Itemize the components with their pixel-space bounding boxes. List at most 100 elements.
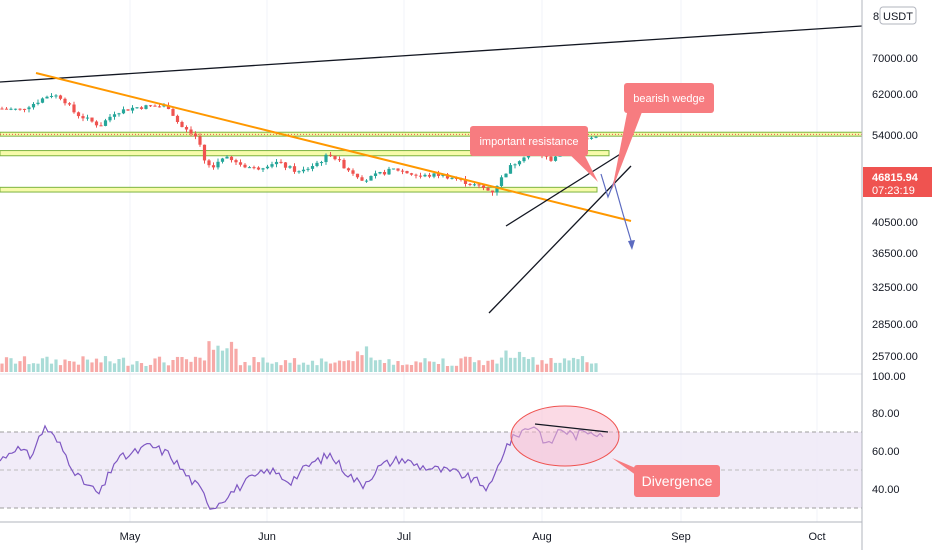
volume-bar [216,345,220,372]
candle [301,166,306,174]
bar-countdown: 07:23:19 [872,185,915,197]
current-price-value: 46815.94 [872,172,919,184]
volume-bar [36,363,40,372]
candle [198,133,202,147]
volume-bar [463,356,468,372]
callout-divergence-text: Divergence [642,473,713,489]
volume-bar [198,357,202,372]
wedge-upper-line[interactable] [505,152,623,227]
volume-bar [103,356,108,372]
price-axis[interactable]: 8( USDT 70000.00 62000.00 54000.00 46815… [863,6,932,363]
volume-bar [40,358,45,372]
volume-bar [427,361,432,372]
candle [405,170,409,174]
candle [108,113,112,123]
price-tick: 54000.00 [872,130,918,142]
volume-bar [387,359,391,372]
volume-bar [117,359,121,372]
candle [63,97,67,106]
volume-bar [162,362,166,372]
candle [387,166,391,175]
volume-bar [369,357,373,372]
volume-bar [0,363,4,372]
currency-badge-label: USDT [883,11,913,23]
volume-bar [324,361,328,372]
candle [315,160,319,168]
rsi-axis[interactable]: 100.00 80.00 60.00 40.00 [872,371,906,496]
volume-bar [49,363,54,372]
callout-divergence[interactable]: Divergence [612,458,720,497]
support-zone[interactable] [0,150,610,157]
candle [283,161,288,171]
candle [256,166,261,171]
volume-bar [418,362,423,372]
candle [364,179,369,183]
volume-bar [373,360,378,372]
rsi-tick: 60.00 [872,446,900,458]
volume-bar [319,358,324,372]
candle [207,159,211,168]
divergence-line[interactable] [534,423,609,433]
volume-bar [405,364,409,372]
callout-important-resistance[interactable]: important resistance [470,126,598,182]
volume-bar [220,350,225,372]
volume-bar [306,364,310,372]
current-price-label [863,167,932,197]
volume-bar [4,357,9,372]
candle [40,97,45,104]
candle [468,182,472,187]
candle [0,106,4,110]
rsi-tick: 80.00 [872,408,900,420]
candle [18,108,22,111]
volume-bar [31,363,36,372]
candle [90,117,94,123]
long-term-trendline[interactable] [0,25,863,83]
volume-bar [396,361,400,372]
candle [477,183,481,189]
candle [45,95,49,99]
volume-bar [544,363,549,372]
candle [22,108,27,113]
price-tick: 62000.00 [872,89,918,101]
candle [225,155,229,159]
volume-bar [355,351,360,372]
candle [346,167,351,173]
volume-bar [585,362,589,372]
candle [553,155,558,162]
volume-bar [522,357,526,372]
wedge-lower-line[interactable] [488,165,632,314]
candle [517,160,522,167]
volume-bar [180,357,184,372]
currency-badge[interactable] [879,6,917,25]
callout-bearish-wedge[interactable]: bearish wedge [612,83,714,190]
candle [9,107,13,111]
volume-bar [157,356,162,372]
candle [274,159,279,168]
candle [27,105,31,113]
candle [414,173,418,179]
candle [76,111,81,119]
candle [4,107,9,110]
volume-bar [589,363,594,372]
rsi-line [0,424,604,510]
time-axis[interactable]: May Jun Jul Aug Sep Oct [120,531,826,543]
support-zone[interactable] [0,186,598,193]
candle [81,113,85,122]
volume-bar [211,349,216,372]
volume-bar [297,364,301,372]
candle [31,102,36,110]
volume-bar [76,364,81,372]
volume-bar [301,362,306,372]
volume-bar [112,363,117,372]
volume-bar [432,361,436,372]
candle [373,170,378,179]
candle [279,159,283,164]
volume-bar [477,360,481,372]
downtrend-line[interactable] [35,72,632,222]
volume-bar [135,361,139,372]
divergence-ellipse[interactable] [510,405,620,467]
candle [319,160,324,166]
time-tick: Sep [671,531,691,543]
volume-bar [378,359,382,372]
